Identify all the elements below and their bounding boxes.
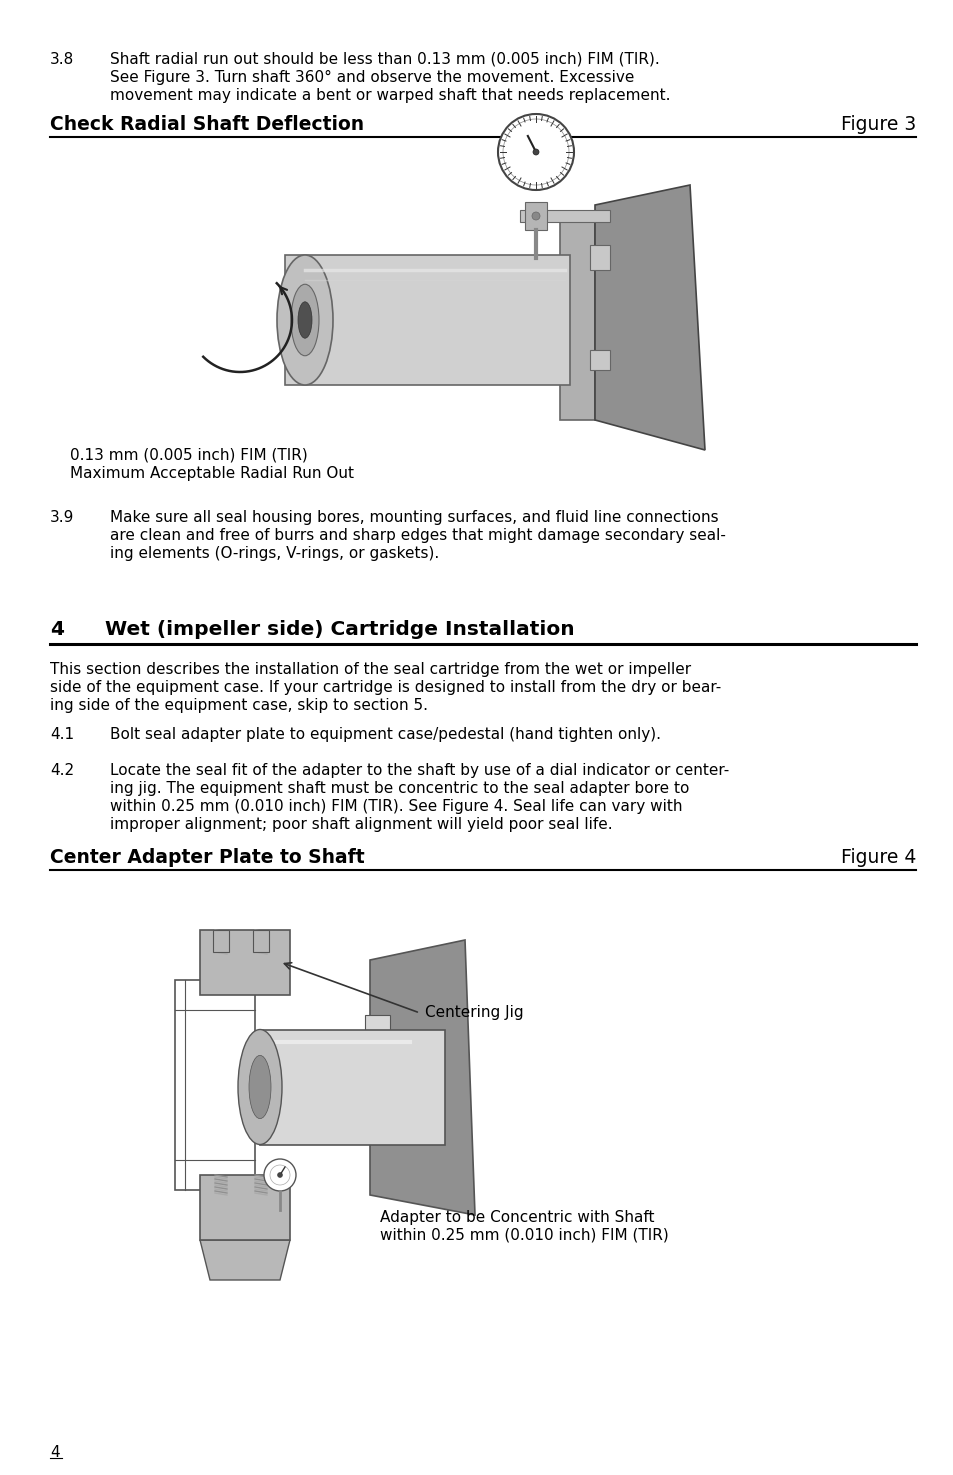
Bar <box>589 245 609 270</box>
Text: Figure 4: Figure 4 <box>840 848 915 867</box>
Circle shape <box>533 149 538 155</box>
Text: 3.9: 3.9 <box>50 510 74 525</box>
Bar <box>589 350 609 370</box>
Text: 4: 4 <box>50 620 64 639</box>
Text: Check Radial Shaft Deflection: Check Radial Shaft Deflection <box>50 115 364 134</box>
Text: within 0.25 mm (0.010 inch) FIM (TIR). See Figure 4. Seal life can vary with: within 0.25 mm (0.010 inch) FIM (TIR). S… <box>110 799 681 814</box>
Circle shape <box>264 1159 295 1190</box>
Bar <box>200 931 290 996</box>
Bar <box>524 202 546 230</box>
FancyBboxPatch shape <box>285 255 569 385</box>
Bar <box>365 1015 390 1061</box>
Bar <box>519 209 609 223</box>
Ellipse shape <box>276 255 333 385</box>
Text: 0.13 mm (0.005 inch) FIM (TIR): 0.13 mm (0.005 inch) FIM (TIR) <box>70 448 308 463</box>
Ellipse shape <box>291 285 318 355</box>
Text: ing side of the equipment case, skip to section 5.: ing side of the equipment case, skip to … <box>50 698 428 712</box>
Polygon shape <box>370 940 475 1215</box>
Circle shape <box>270 1165 290 1184</box>
Text: 3.8: 3.8 <box>50 52 74 66</box>
Text: within 0.25 mm (0.010 inch) FIM (TIR): within 0.25 mm (0.010 inch) FIM (TIR) <box>379 1229 668 1243</box>
Circle shape <box>532 212 539 220</box>
Polygon shape <box>595 184 704 450</box>
Bar <box>253 931 269 951</box>
Text: Locate the seal fit of the adapter to the shaft by use of a dial indicator or ce: Locate the seal fit of the adapter to th… <box>110 763 728 777</box>
Text: See Figure 3. Turn shaft 360° and observe the movement. Excessive: See Figure 3. Turn shaft 360° and observ… <box>110 69 634 86</box>
Text: 4: 4 <box>50 1446 59 1460</box>
Bar <box>174 979 254 1190</box>
Circle shape <box>502 119 568 184</box>
Text: ing jig. The equipment shaft must be concentric to the seal adapter bore to: ing jig. The equipment shaft must be con… <box>110 780 689 797</box>
Ellipse shape <box>237 1030 282 1145</box>
Bar <box>260 1030 444 1145</box>
Text: side of the equipment case. If your cartridge is designed to install from the dr: side of the equipment case. If your cart… <box>50 680 720 695</box>
Text: This section describes the installation of the seal cartridge from the wet or im: This section describes the installation … <box>50 662 690 677</box>
Text: Centering Jig: Centering Jig <box>424 1004 523 1021</box>
Text: Figure 3: Figure 3 <box>840 115 915 134</box>
Circle shape <box>497 114 574 190</box>
Ellipse shape <box>297 302 312 338</box>
Text: movement may indicate a bent or warped shaft that needs replacement.: movement may indicate a bent or warped s… <box>110 88 670 103</box>
Text: improper alignment; poor shaft alignment will yield poor seal life.: improper alignment; poor shaft alignment… <box>110 817 612 832</box>
Text: Make sure all seal housing bores, mounting surfaces, and fluid line connections: Make sure all seal housing bores, mounti… <box>110 510 718 525</box>
Bar <box>200 1176 290 1240</box>
Ellipse shape <box>249 1056 271 1118</box>
Text: Adapter to be Concentric with Shaft: Adapter to be Concentric with Shaft <box>379 1210 654 1226</box>
Circle shape <box>277 1173 282 1177</box>
Text: Center Adapter Plate to Shaft: Center Adapter Plate to Shaft <box>50 848 364 867</box>
Text: 4.2: 4.2 <box>50 763 74 777</box>
Text: Bolt seal adapter plate to equipment case/pedestal (hand tighten only).: Bolt seal adapter plate to equipment cas… <box>110 727 660 742</box>
Bar <box>559 220 595 420</box>
Bar <box>213 931 229 951</box>
Text: 4.1: 4.1 <box>50 727 74 742</box>
Text: ing elements (O-rings, V-rings, or gaskets).: ing elements (O-rings, V-rings, or gaske… <box>110 546 438 560</box>
Text: Wet (impeller side) Cartridge Installation: Wet (impeller side) Cartridge Installati… <box>105 620 574 639</box>
Text: Shaft radial run out should be less than 0.13 mm (0.005 inch) FIM (TIR).: Shaft radial run out should be less than… <box>110 52 659 66</box>
Text: Maximum Acceptable Radial Run Out: Maximum Acceptable Radial Run Out <box>70 466 354 481</box>
Polygon shape <box>200 1240 290 1280</box>
Text: are clean and free of burrs and sharp edges that might damage secondary seal-: are clean and free of burrs and sharp ed… <box>110 528 725 543</box>
